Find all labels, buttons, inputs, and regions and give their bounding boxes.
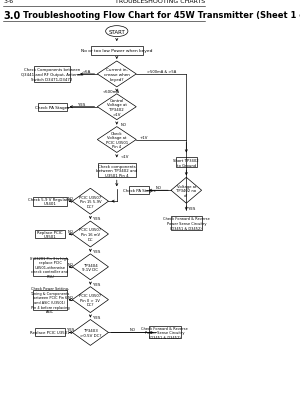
- Text: <5A: <5A: [83, 70, 92, 74]
- Text: YES: YES: [78, 102, 86, 107]
- Text: Troubleshooting Flow Chart for 45W Transmitter (Sheet 1 of 2): Troubleshooting Flow Chart for 45W Trans…: [23, 11, 300, 20]
- Text: YES: YES: [93, 282, 100, 286]
- Polygon shape: [97, 62, 136, 88]
- Text: Check
Voltage at
PCIC U3501
Pin 4: Check Voltage at PCIC U3501 Pin 4: [106, 131, 128, 149]
- Text: NO: NO: [68, 197, 74, 201]
- Text: +1V: +1V: [140, 135, 148, 139]
- Polygon shape: [97, 95, 136, 120]
- Text: START: START: [108, 30, 125, 35]
- Text: NO: NO: [68, 230, 74, 233]
- Text: Voltage at
TP3402 no
o?: Voltage at TP3402 no o?: [176, 184, 196, 197]
- Text: YES: YES: [188, 206, 196, 211]
- Text: <500mA: <500mA: [103, 90, 120, 94]
- Text: Check Components between
Q3441 and RF Output, Antenna
Switch D3471,D3472: Check Components between Q3441 and RF Ou…: [21, 68, 83, 81]
- Ellipse shape: [106, 26, 128, 38]
- Bar: [35, 329, 65, 337]
- Bar: [33, 197, 68, 206]
- Text: If U3201 Pin 3 is high,
replace PCIC
U3501,otherwise
check controller and
FGU: If U3201 Pin 3 is high, replace PCIC U35…: [30, 256, 70, 278]
- Text: Control
Voltage at
TP3402
>1V: Control Voltage at TP3402 >1V: [107, 99, 127, 116]
- Bar: [33, 258, 68, 276]
- Text: PCIC U3507
Pin 16 mV
DC: PCIC U3507 Pin 16 mV DC: [79, 228, 101, 241]
- Text: Current in-
crease when
keyed?: Current in- crease when keyed?: [104, 68, 130, 81]
- Text: Short TP3402
to Ground: Short TP3402 to Ground: [173, 159, 199, 167]
- Text: PCIC U3507
Pin 15 5-9V
DC?: PCIC U3507 Pin 15 5-9V DC?: [79, 195, 101, 208]
- Text: YES: YES: [93, 315, 100, 319]
- Text: 3.0: 3.0: [4, 11, 21, 21]
- Bar: [35, 230, 65, 238]
- Text: NO: NO: [68, 295, 74, 299]
- Text: YES: YES: [67, 328, 74, 332]
- Bar: [176, 158, 197, 168]
- Bar: [149, 327, 181, 339]
- Polygon shape: [72, 287, 108, 313]
- Bar: [33, 290, 68, 310]
- Text: Check Forward & Reverse
Power Sense Circuitry
(D3451 & D3452): Check Forward & Reverse Power Sense Circ…: [163, 217, 210, 230]
- Text: NO: NO: [120, 122, 126, 126]
- Bar: [98, 164, 136, 178]
- Text: <1V: <1V: [120, 155, 129, 159]
- Text: Replace PCIC U3501: Replace PCIC U3501: [30, 331, 70, 335]
- Bar: [34, 67, 70, 83]
- Polygon shape: [72, 254, 108, 280]
- Polygon shape: [72, 221, 108, 247]
- Text: 3-6: 3-6: [4, 0, 14, 4]
- Polygon shape: [72, 189, 108, 215]
- Bar: [129, 187, 149, 195]
- Text: Check PA Stages: Check PA Stages: [123, 189, 155, 193]
- Text: No or too low Power when keyed: No or too low Power when keyed: [81, 49, 152, 53]
- Polygon shape: [97, 127, 136, 153]
- Text: Check components
between TP3402 and
U3501 Pin 4: Check components between TP3402 and U350…: [96, 164, 137, 178]
- Text: NO: NO: [155, 186, 161, 190]
- Text: TP3404
9.1V DC: TP3404 9.1V DC: [82, 263, 98, 271]
- Text: TP3403
>0.5V DC?: TP3403 >0.5V DC?: [80, 328, 101, 337]
- Text: YES: YES: [93, 249, 100, 253]
- Text: Check PA Stages: Check PA Stages: [35, 105, 69, 109]
- Text: Check Forward & Reverse
Power Sense Circuitry
(D3451 & D3452): Check Forward & Reverse Power Sense Circ…: [141, 326, 188, 339]
- Text: Replace PCIC
U3501: Replace PCIC U3501: [37, 230, 63, 239]
- Text: Check Power Setting,
Tuning & Components
between PCIC Pin 6
and ASIC (U3501)
Pin: Check Power Setting, Tuning & Components…: [30, 287, 70, 313]
- Bar: [171, 216, 202, 230]
- Text: PCIC U3507
Pin 0 > 1V
DC?: PCIC U3507 Pin 0 > 1V DC?: [79, 293, 101, 306]
- Polygon shape: [171, 178, 202, 204]
- Text: NO: NO: [68, 262, 74, 266]
- Text: YES: YES: [93, 216, 100, 221]
- Text: Check 5-9 V Regulator
U3401: Check 5-9 V Regulator U3401: [28, 197, 72, 206]
- Text: >500mA & >5A: >500mA & >5A: [147, 70, 176, 74]
- Bar: [91, 46, 142, 55]
- Text: TROUBLESHOOTING CHARTS: TROUBLESHOOTING CHARTS: [115, 0, 205, 4]
- Polygon shape: [72, 320, 108, 346]
- Text: NO: NO: [129, 328, 135, 332]
- Bar: [38, 104, 67, 112]
